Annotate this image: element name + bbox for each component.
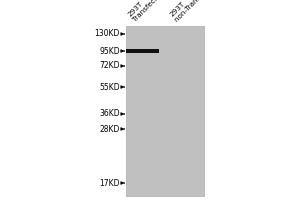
Text: 293T
non-Transfected lysate: 293T non-Transfected lysate: [169, 0, 236, 23]
Text: 55KD: 55KD: [99, 83, 120, 92]
Text: 17KD: 17KD: [100, 178, 120, 188]
Text: 95KD: 95KD: [99, 46, 120, 55]
Text: 28KD: 28KD: [100, 124, 120, 134]
Text: 72KD: 72KD: [100, 62, 120, 71]
Bar: [126, 26, 204, 196]
Text: 130KD: 130KD: [94, 29, 120, 38]
Text: 293T
Transfected lysate: 293T Transfected lysate: [127, 0, 183, 23]
Text: 36KD: 36KD: [99, 110, 120, 118]
Bar: [126, 49, 159, 53]
